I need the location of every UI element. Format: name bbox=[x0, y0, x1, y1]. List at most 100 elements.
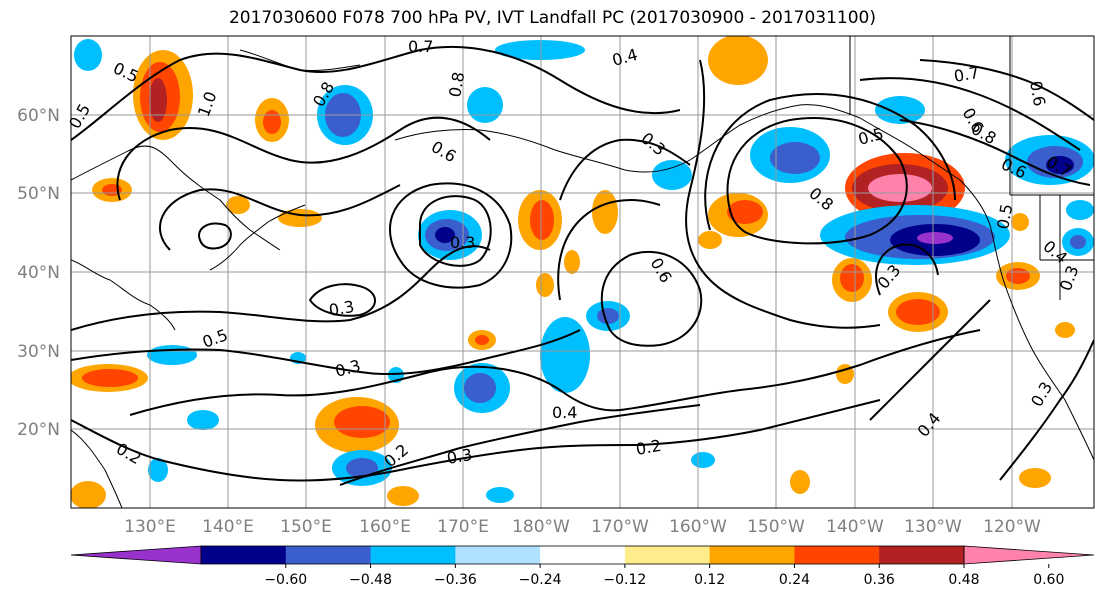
pv-contour bbox=[600, 250, 703, 347]
colorbar-label: −0.12 bbox=[603, 572, 646, 588]
pv-contour bbox=[389, 182, 513, 289]
lon-label: 170°E bbox=[437, 517, 489, 537]
positive-anomaly bbox=[790, 470, 810, 494]
contour-label: 0.7 bbox=[408, 37, 433, 56]
negative-anomaly bbox=[1066, 200, 1094, 220]
colorbar-label: 0.12 bbox=[694, 572, 725, 588]
coastlines bbox=[71, 36, 1094, 508]
colorbar-label: 0.48 bbox=[948, 572, 979, 588]
pv-contour bbox=[704, 93, 956, 231]
pv-contour bbox=[875, 243, 939, 296]
positive-anomaly bbox=[226, 196, 250, 214]
coastline-asia bbox=[71, 145, 281, 251]
contour-label: 0.3 bbox=[445, 445, 473, 468]
lon-labels: 130°E 140°E 150°E 160°E 170°E 180°W 170°… bbox=[124, 517, 1041, 537]
colorbar-frame bbox=[200, 545, 965, 565]
positive-anomaly bbox=[896, 299, 940, 325]
positive-anomaly bbox=[727, 200, 763, 224]
negative-anomaly bbox=[1046, 156, 1074, 174]
negative-anomaly bbox=[875, 96, 925, 124]
lon-label: 150°W bbox=[747, 517, 805, 537]
positive-anomaly bbox=[82, 369, 138, 387]
positive-anomaly bbox=[387, 486, 419, 506]
positive-anomaly bbox=[868, 174, 932, 202]
pv-contour bbox=[419, 195, 492, 267]
lon-label: 130°E bbox=[124, 517, 176, 537]
pv-contour bbox=[859, 77, 1081, 151]
pv-contour bbox=[71, 399, 881, 482]
pv-contour bbox=[559, 138, 691, 201]
negative-anomaly bbox=[597, 308, 619, 324]
coastline-north-america bbox=[859, 117, 1094, 461]
colorbar-label: −0.60 bbox=[264, 572, 307, 588]
negative-anomaly bbox=[435, 227, 455, 243]
negative-anomaly bbox=[770, 142, 820, 174]
positive-anomaly bbox=[149, 78, 167, 122]
positive-anomaly bbox=[564, 250, 580, 274]
colorbar-label: 0.36 bbox=[864, 572, 895, 588]
lon-label: 160°E bbox=[359, 517, 411, 537]
positive-anomaly bbox=[840, 264, 864, 292]
lon-label: 140°W bbox=[826, 517, 884, 537]
lat-label: 50°N bbox=[17, 184, 60, 204]
lon-label: 170°W bbox=[591, 517, 649, 537]
colorbar-cell bbox=[285, 546, 372, 564]
positive-anomaly bbox=[536, 273, 554, 297]
coastline-aleutians bbox=[394, 104, 861, 173]
negative-anomaly bbox=[464, 373, 496, 403]
lon-label: 120°W bbox=[983, 517, 1041, 537]
negative-anomaly bbox=[346, 458, 378, 478]
colorbar-cell bbox=[370, 546, 456, 564]
pv-contour bbox=[726, 117, 908, 245]
colorbar-label: 0.60 bbox=[1033, 572, 1064, 588]
colorbar-label: −0.48 bbox=[349, 572, 392, 588]
negative-anomaly bbox=[74, 39, 102, 71]
contour-label: 0.2 bbox=[634, 436, 662, 459]
colorbar-cell bbox=[624, 546, 711, 564]
positive-anomaly bbox=[698, 231, 722, 249]
state-borders bbox=[1010, 194, 1094, 300]
positive-anomaly bbox=[1019, 468, 1051, 488]
pv-contour bbox=[899, 119, 1091, 186]
negative-anomaly bbox=[467, 87, 503, 123]
pv-contour bbox=[557, 199, 661, 301]
plot-frame bbox=[70, 35, 1095, 509]
contour-label: 0.3 bbox=[327, 297, 355, 320]
pv-contour bbox=[71, 329, 581, 376]
lon-label: 130°W bbox=[904, 517, 962, 537]
negative-anomaly bbox=[691, 452, 715, 468]
pv-contour bbox=[198, 222, 232, 250]
positive-anomaly bbox=[1011, 213, 1029, 231]
positive-anomaly bbox=[475, 335, 489, 345]
pv-contour bbox=[71, 45, 681, 141]
negative-anomaly bbox=[147, 345, 197, 365]
positive-anomaly bbox=[334, 406, 390, 438]
coastline-se-asia bbox=[71, 429, 123, 508]
colorbar-cell bbox=[455, 546, 541, 564]
negative-anomaly bbox=[187, 410, 219, 430]
canada-border bbox=[849, 36, 1011, 195]
colorbar-cell bbox=[540, 546, 626, 564]
colorbar-label: −0.24 bbox=[519, 572, 562, 588]
colorbar-cell bbox=[879, 546, 965, 564]
contour-label: 0.7 bbox=[952, 63, 980, 86]
negative-anomaly bbox=[540, 317, 590, 393]
positive-anomaly bbox=[71, 481, 106, 508]
negative-anomaly bbox=[917, 232, 953, 244]
pv-contour bbox=[159, 184, 401, 251]
negative-anomaly bbox=[486, 487, 514, 503]
positive-anomaly bbox=[530, 200, 554, 240]
lon-label: 140°E bbox=[202, 517, 254, 537]
colorbar-cell bbox=[709, 546, 795, 564]
lon-label: 150°E bbox=[280, 517, 332, 537]
lat-label: 20°N bbox=[17, 420, 60, 440]
pv-contour bbox=[869, 299, 991, 421]
contour-label: 0.5 bbox=[993, 202, 1016, 230]
lat-label: 40°N bbox=[17, 263, 60, 283]
colorbar-cell bbox=[794, 546, 880, 564]
negative-anomaly bbox=[495, 40, 585, 60]
pv-contour bbox=[919, 59, 1094, 121]
positive-anomaly bbox=[708, 36, 768, 85]
pv-contours bbox=[71, 45, 1094, 486]
pv-contour bbox=[685, 59, 881, 329]
